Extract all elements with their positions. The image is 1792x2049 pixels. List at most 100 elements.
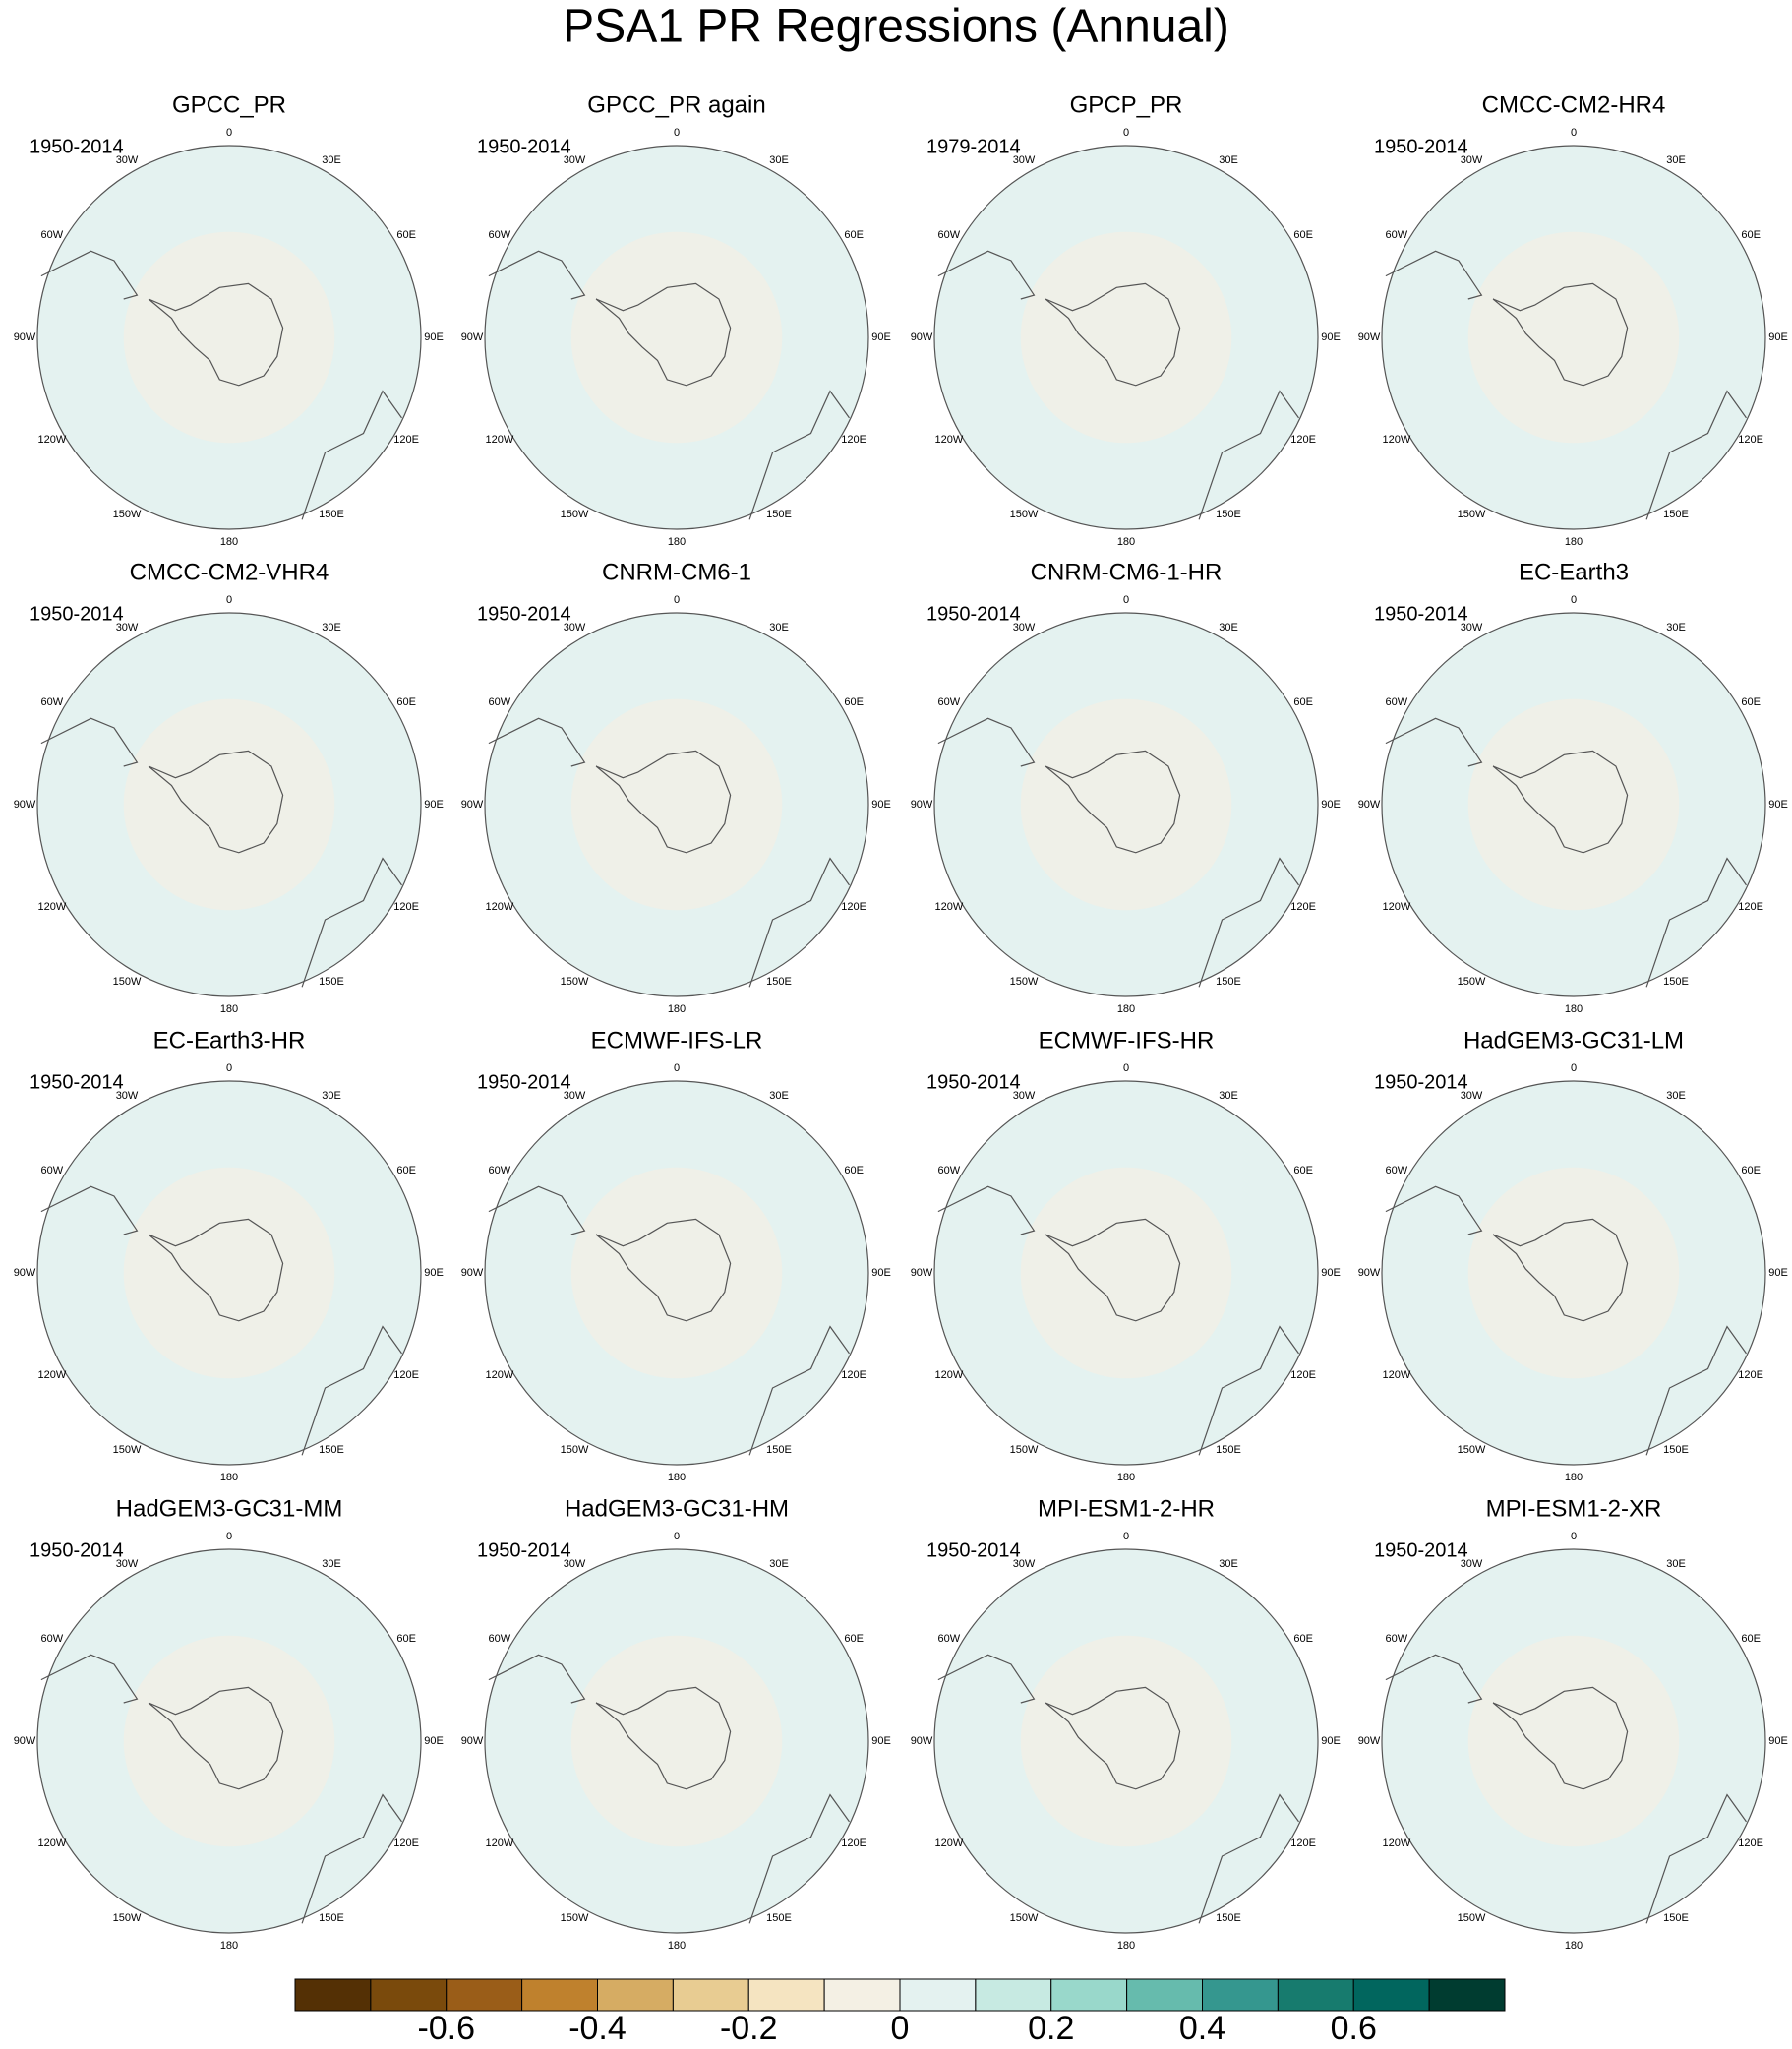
map-panel: MPI-ESM1-2-HR 1950-2014 0 30E 60E 90E 120E 150E… [911, 1495, 1341, 1952]
longitude-label: 30W [116, 1090, 139, 1102]
longitude-label: 120E [1738, 901, 1763, 913]
coastline [1045, 282, 1181, 387]
coastline [1198, 1325, 1299, 1456]
longitude-label: 90E [1321, 331, 1341, 343]
longitude-label: 90W [461, 1267, 484, 1279]
longitude-label: 120W [37, 901, 66, 913]
colorbar-tick-label: -0.6 [417, 2010, 475, 2047]
longitude-label: 90W [911, 1735, 933, 1747]
longitude-label: 150W [1458, 1912, 1486, 1924]
longitude-label: 150W [561, 1444, 589, 1456]
longitude-label: 120E [841, 1838, 866, 1849]
longitude-label: 150E [1216, 509, 1241, 520]
coastline [937, 717, 1036, 767]
longitude-label: 120E [393, 901, 419, 913]
longitude-label: 60E [396, 1633, 416, 1645]
longitude-label: 120E [1738, 434, 1763, 446]
coastline [595, 1218, 732, 1322]
longitude-label: 180 [220, 1472, 238, 1483]
longitude-label: 120W [934, 1369, 963, 1381]
longitude-label: 90E [1768, 799, 1788, 811]
longitude-label: 0 [226, 594, 232, 606]
colorbar-tick-label: 0.2 [1028, 2010, 1074, 2047]
map-panel: GPCC_PR again 1950-2014 0 30E 60E 90E 120E 150E… [461, 91, 891, 548]
longitude-label: 60W [41, 1165, 64, 1176]
longitude-label: 120W [1382, 901, 1410, 913]
coastline [40, 717, 139, 767]
map-panel: EC-Earth3 1950-2014 0 30E 60E 90E 120E 150E 180 1… [1358, 559, 1788, 1015]
panel-period: 1950-2014 [1374, 136, 1468, 157]
longitude-label: 30W [564, 622, 586, 633]
map-panel: CNRM-CM6-1 1950-2014 0 30E 60E 90E 120E 150E 180… [461, 559, 891, 1015]
longitude-label: 120W [934, 1838, 963, 1849]
longitude-label: 90W [14, 1735, 36, 1747]
map-panel: EC-Earth3-HR 1950-2014 0 30E 60E 90E 120E 150E 1… [14, 1027, 444, 1483]
longitude-label: 90W [1358, 331, 1381, 343]
longitude-label: 90W [911, 331, 933, 343]
longitude-label: 60E [1741, 229, 1761, 241]
longitude-label: 30E [769, 622, 789, 633]
coastline [1385, 1185, 1483, 1235]
longitude-label: 90W [911, 799, 933, 811]
colorbar-box [1202, 1978, 1279, 2012]
map-panel: ECMWF-IFS-LR 1950-2014 0 30E 60E 90E 120E 150E 1… [461, 1027, 891, 1483]
longitude-label: 180 [1565, 1003, 1583, 1015]
panel-period: 1950-2014 [926, 1539, 1021, 1561]
longitude-label: 120E [393, 1838, 419, 1849]
longitude-label: 180 [1565, 1940, 1583, 1952]
coastline [148, 750, 284, 854]
longitude-label: 120W [1382, 1838, 1410, 1849]
coastline [1492, 1686, 1629, 1790]
longitude-label: 150E [319, 1444, 344, 1456]
longitude-label: 150E [766, 509, 792, 520]
longitude-label: 60E [396, 696, 416, 708]
longitude-label: 120E [393, 434, 419, 446]
longitude-label: 0 [1571, 127, 1577, 139]
coastline [595, 750, 732, 854]
longitude-label: 30W [1013, 1558, 1036, 1570]
longitude-label: 150W [1010, 509, 1039, 520]
coastline [937, 1654, 1036, 1704]
longitude-label: 30E [1219, 1558, 1238, 1570]
coastline [40, 1185, 139, 1235]
panel-period: 1950-2014 [30, 603, 124, 625]
panel-title: HadGEM3-GC31-MM [116, 1495, 343, 1522]
longitude-label: 90W [461, 799, 484, 811]
panel-title: GPCC_PR [172, 91, 286, 118]
coastline [1645, 1325, 1747, 1456]
longitude-label: 180 [668, 1472, 686, 1483]
panel-period: 1950-2014 [477, 603, 571, 625]
longitude-label: 60E [844, 229, 864, 241]
colorbar-tick-label: 0.6 [1331, 2010, 1377, 2047]
map-inner [1467, 231, 1680, 444]
coastline [488, 250, 586, 300]
longitude-label: 120E [1290, 434, 1316, 446]
longitude-label: 150E [1216, 1912, 1241, 1924]
map-inner [570, 1635, 783, 1847]
coastline [748, 857, 850, 988]
longitude-label: 90W [1358, 1735, 1381, 1747]
longitude-label: 60W [489, 229, 511, 241]
longitude-label: 0 [1123, 1531, 1129, 1542]
coastline [1385, 1654, 1483, 1704]
coastline [148, 1686, 284, 1790]
longitude-label: 150W [113, 509, 142, 520]
longitude-label: 120W [934, 434, 963, 446]
coastline [301, 390, 402, 520]
longitude-label: 60W [938, 1633, 961, 1645]
longitude-label: 90W [461, 1735, 484, 1747]
longitude-label: 0 [1571, 1531, 1577, 1542]
longitude-label: 30E [322, 1558, 341, 1570]
longitude-label: 60W [41, 696, 64, 708]
longitude-label: 150W [113, 1444, 142, 1456]
colorbar-tick-label: -0.2 [720, 2010, 778, 2047]
longitude-label: 60E [844, 1165, 864, 1176]
longitude-label: 0 [674, 594, 680, 606]
coastline [1645, 390, 1747, 520]
map-panel: CMCC-CM2-HR4 1950-2014 0 30E 60E 90E 120E 150E 1… [1358, 91, 1788, 548]
longitude-label: 120E [841, 1369, 866, 1381]
panel-title: CMCC-CM2-HR4 [1482, 91, 1666, 118]
longitude-label: 120W [485, 901, 513, 913]
longitude-label: 150W [561, 509, 589, 520]
map-panel: GPCC_PR 1950-2014 0 30E 60E 90E 120E 150E 180 150… [14, 91, 444, 548]
